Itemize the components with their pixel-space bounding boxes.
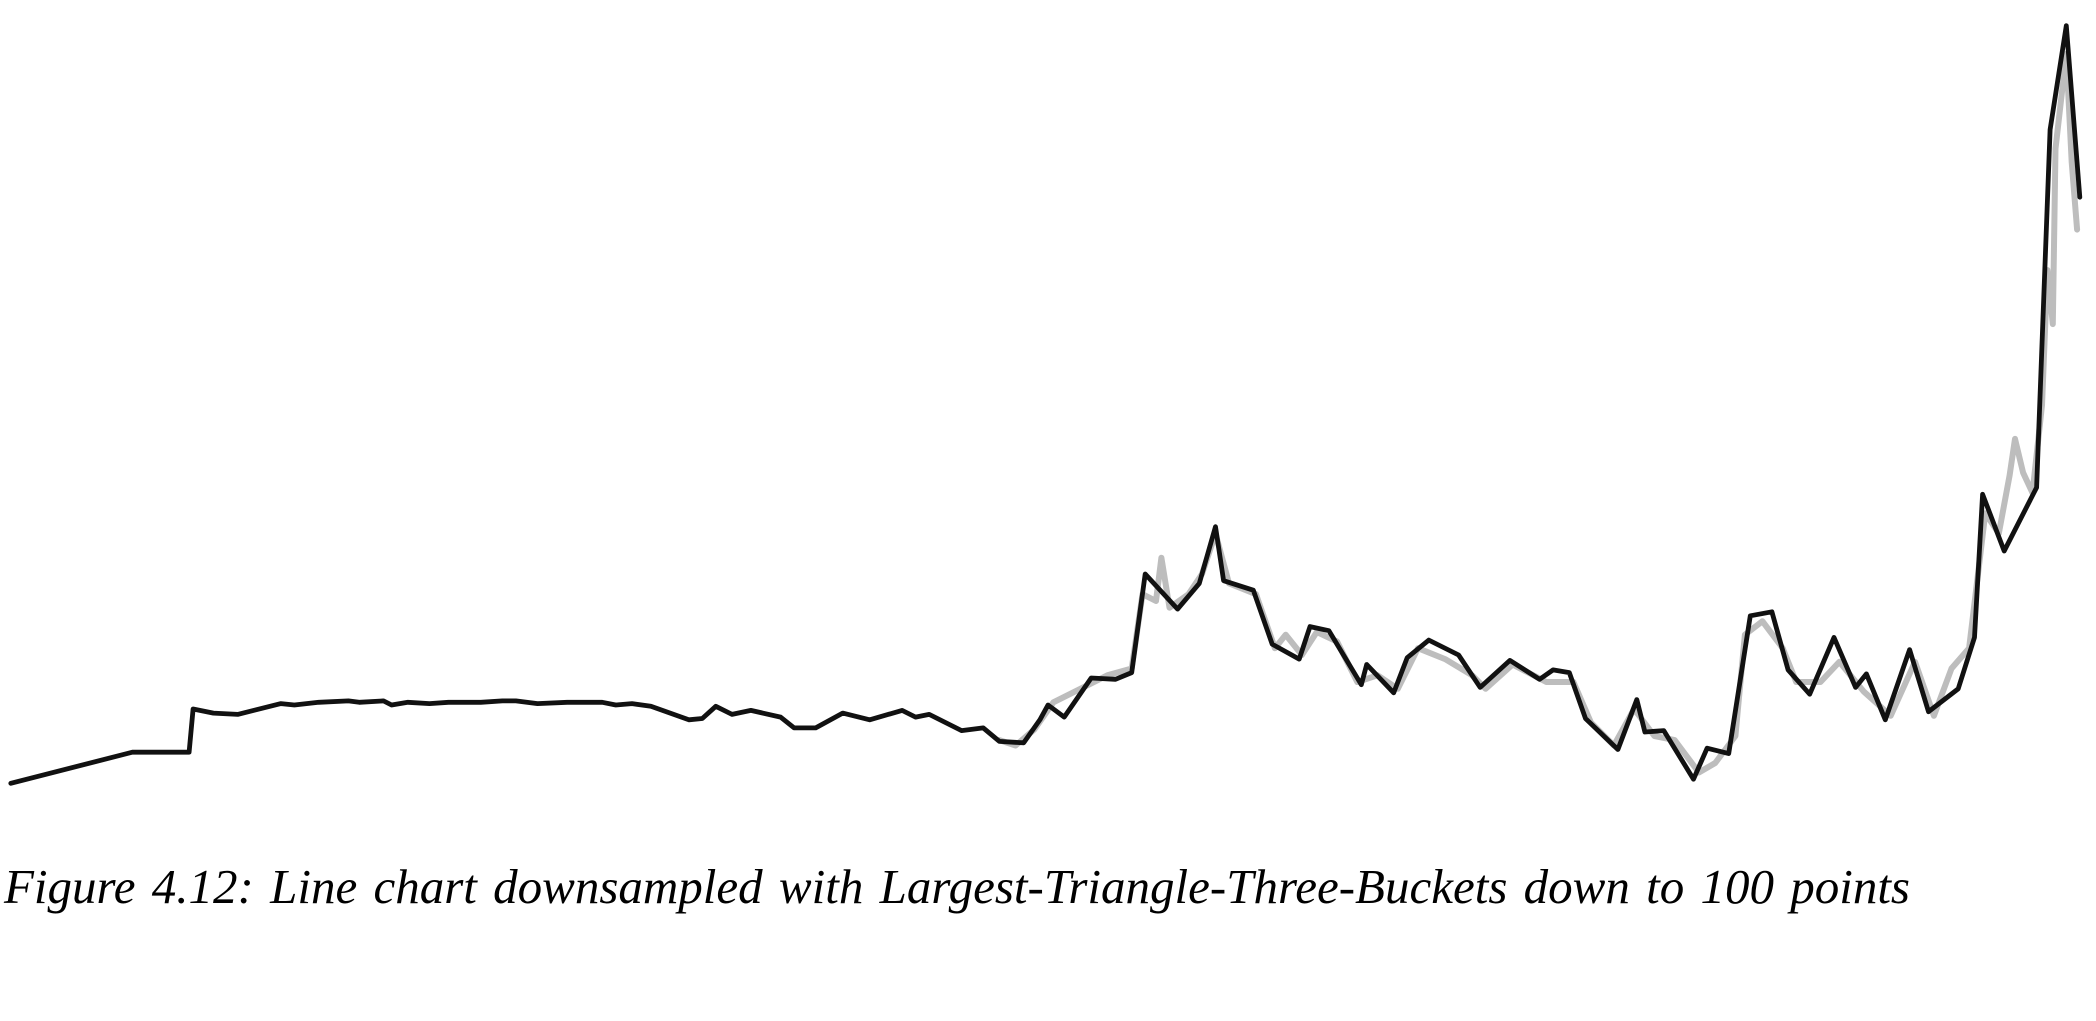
chart (8, 23, 2083, 786)
downsampled-line (8, 23, 2083, 786)
caption: Figure 4.12: Line chart downsampled with… (4, 859, 1910, 914)
